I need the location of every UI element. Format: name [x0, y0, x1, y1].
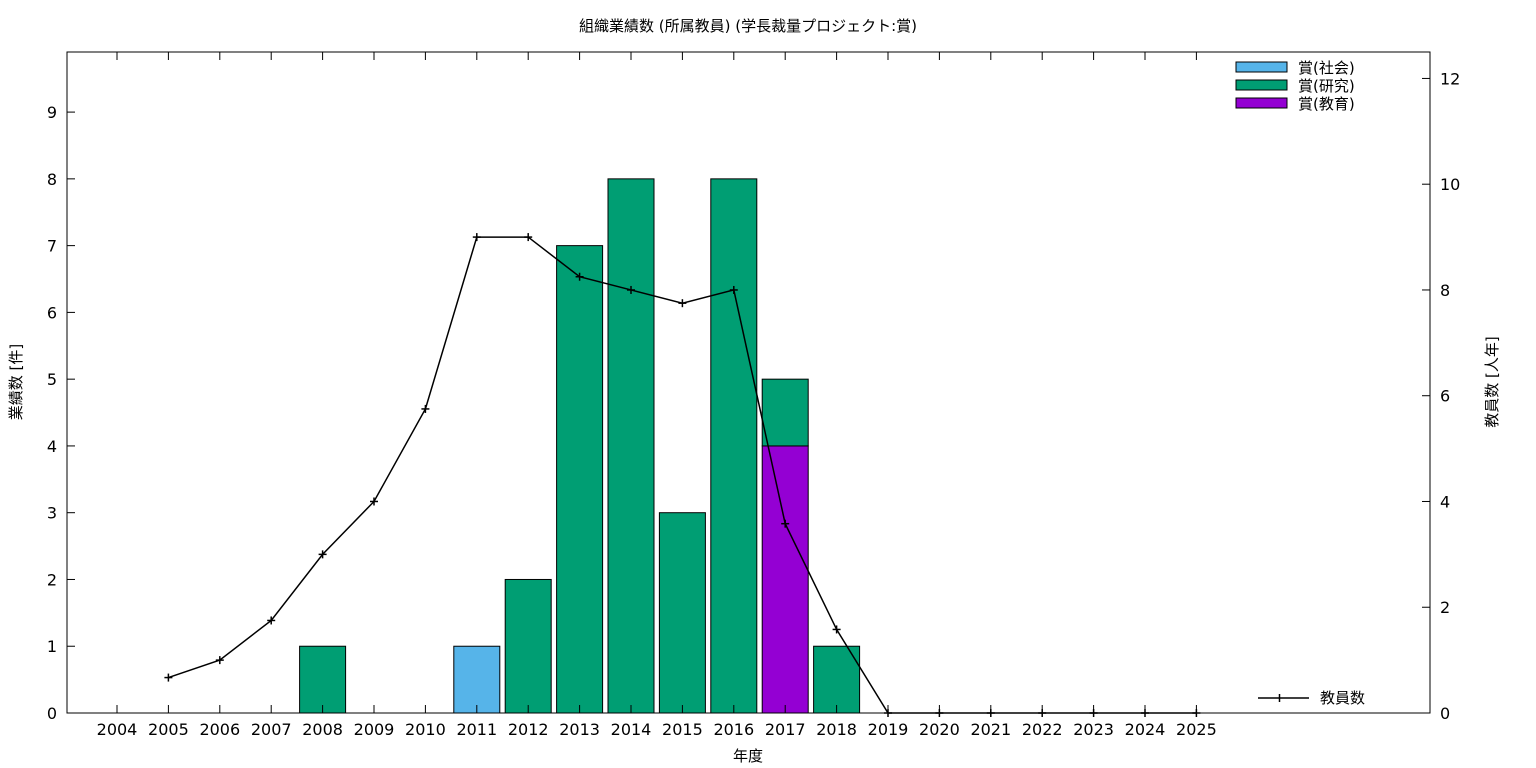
bar-2016	[710, 178, 758, 714]
x-tick-label: 2015	[662, 720, 703, 739]
y2-tick-label: 10	[1440, 175, 1460, 194]
y2-tick-label: 0	[1440, 704, 1450, 723]
bar-2008	[299, 645, 347, 714]
y-tick-label: 9	[47, 103, 57, 122]
y-tick-label: 3	[47, 504, 57, 523]
x-tick-label: 2012	[508, 720, 549, 739]
legend-swatch	[1235, 97, 1288, 109]
x-tick-label: 2013	[559, 720, 600, 739]
x-tick-label: 2010	[405, 720, 446, 739]
line-point	[781, 519, 790, 528]
x-axis-title: 年度	[733, 747, 763, 765]
x-tick-label: 2023	[1073, 720, 1114, 739]
bars-layer	[299, 178, 861, 714]
x-tick-label: 2025	[1176, 720, 1217, 739]
y2-tick-label: 4	[1440, 492, 1450, 511]
line-point	[678, 299, 687, 308]
y-tick-label: 0	[47, 704, 57, 723]
legend-swatch	[1235, 61, 1288, 73]
line-point	[627, 285, 635, 294]
line-point	[832, 625, 841, 634]
legend-label: 賞(研究)	[1298, 77, 1355, 95]
y2-tick-label: 6	[1440, 387, 1450, 406]
line-point	[729, 285, 738, 294]
line-point	[164, 673, 173, 682]
line-point	[472, 233, 481, 242]
legend-label: 賞(教育)	[1298, 95, 1355, 113]
x-tick-label: 2004	[97, 720, 138, 739]
x-tick-label: 2016	[713, 720, 754, 739]
line-point	[215, 656, 224, 665]
legend-label: 賞(社会)	[1298, 59, 1355, 77]
line-point	[370, 497, 378, 506]
x-tick-label: 2019	[868, 720, 909, 739]
y-tick-label: 8	[47, 170, 57, 189]
line-point	[318, 550, 327, 559]
y-tick-label: 4	[47, 437, 57, 456]
y-tick-label: 5	[47, 370, 57, 389]
x-tick-label: 2022	[1022, 720, 1063, 739]
bar-2017	[761, 378, 809, 447]
x-tick-label: 2008	[302, 720, 343, 739]
bar-2011	[453, 645, 501, 714]
y2-tick-label: 12	[1440, 69, 1460, 88]
x-tick-label: 2006	[199, 720, 240, 739]
x-tick-label: 2024	[1125, 720, 1166, 739]
x-tick-label: 2014	[611, 720, 652, 739]
y2-tick-label: 8	[1440, 281, 1450, 300]
x-tick-label: 2017	[765, 720, 806, 739]
x-tick-label: 2009	[354, 720, 395, 739]
legend: 賞(社会)賞(研究)賞(教育) 教員数	[1235, 59, 1365, 707]
x-tick-label: 2018	[816, 720, 857, 739]
line-point	[524, 233, 533, 242]
chart-title: 組織業績数 (所属教員) (学長裁量プロジェクト:賞)	[579, 17, 917, 35]
x-tick-label: 2020	[919, 720, 960, 739]
bar-2017	[761, 445, 809, 714]
line-point	[267, 616, 276, 625]
y-tick-label: 2	[47, 570, 57, 589]
y-axis-title: 業績数 [件]	[7, 344, 25, 420]
line-point	[575, 272, 584, 281]
y-tick-label: 6	[47, 303, 57, 322]
legend-label: 教員数	[1320, 689, 1365, 707]
line-point	[421, 404, 430, 413]
x-tick-label: 2007	[251, 720, 292, 739]
bar-2013	[556, 245, 604, 714]
y-tick-label: 7	[47, 237, 57, 256]
legend-swatch	[1235, 79, 1288, 91]
y2-axis-title: 教員数 [人年]	[1483, 336, 1501, 427]
x-tick-label: 2005	[148, 720, 189, 739]
x-tick-label: 2021	[970, 720, 1011, 739]
y2-tick-label: 2	[1440, 598, 1450, 617]
y-tick-label: 1	[47, 637, 57, 656]
x-tick-label: 2011	[456, 720, 497, 739]
bar-2014	[607, 178, 655, 714]
bar-2012	[504, 578, 552, 714]
bar-2015	[658, 512, 706, 714]
